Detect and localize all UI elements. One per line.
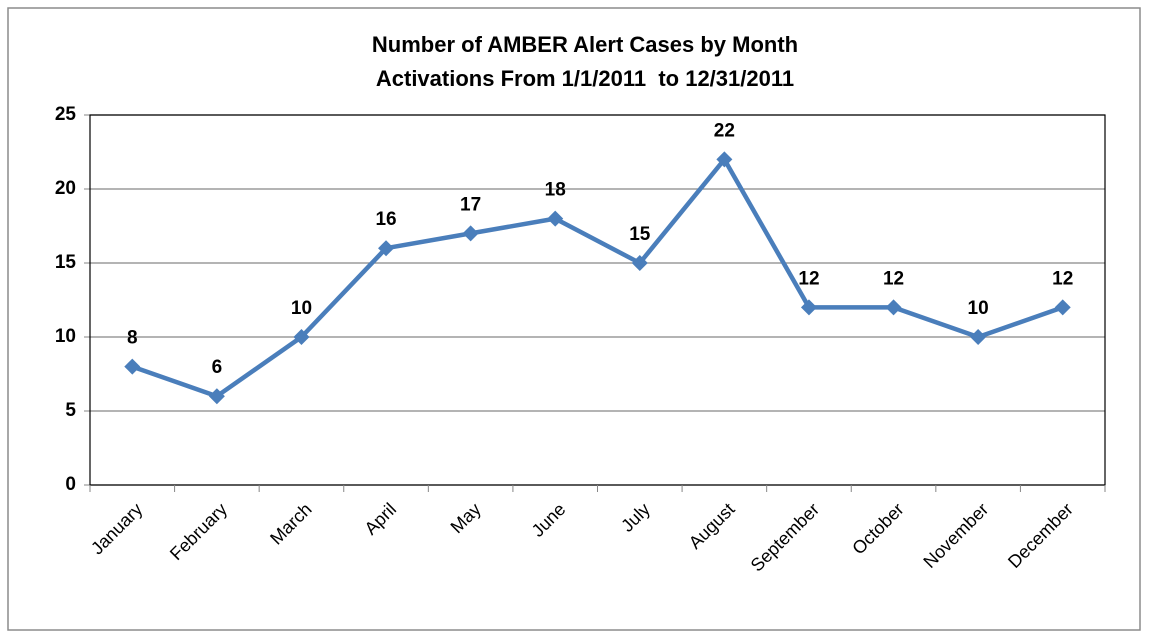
data-point: [631, 255, 648, 271]
data-label: 18: [545, 180, 566, 201]
data-point: [293, 329, 310, 345]
y-tick-label: 5: [65, 400, 76, 421]
chart-frame: [7, 7, 1141, 631]
y-tick-label: 25: [55, 104, 77, 125]
y-tick-label: 20: [55, 178, 76, 199]
data-point: [800, 299, 817, 316]
data-label: 8: [127, 328, 138, 349]
data-label: 6: [212, 357, 223, 378]
chart-title: Number of AMBER Alert Cases by Month: [372, 32, 798, 57]
y-tick-label: 0: [65, 474, 76, 495]
data-label: 17: [460, 194, 481, 215]
data-label: 12: [883, 268, 904, 289]
data-label: 12: [798, 268, 819, 289]
data-label: 16: [375, 209, 396, 230]
data-label: 10: [968, 298, 989, 319]
data-point: [462, 225, 479, 242]
y-tick-label: 10: [55, 326, 76, 347]
data-label: 15: [629, 224, 651, 245]
data-label: 12: [1052, 268, 1073, 289]
series-line: [131, 157, 1064, 399]
data-point: [1054, 299, 1071, 316]
data-point: [124, 358, 141, 375]
data-label: 22: [714, 120, 735, 141]
data-point: [885, 299, 902, 316]
data-point: [547, 210, 564, 227]
data-point: [208, 388, 225, 405]
y-tick-label: 15: [55, 252, 77, 273]
data-point: [970, 329, 987, 345]
data-label: 10: [291, 298, 312, 319]
chart-subtitle: Activations From 1/1/2011 to 12/31/2011: [376, 66, 794, 91]
data-point: [716, 151, 733, 168]
data-point: [378, 240, 395, 257]
